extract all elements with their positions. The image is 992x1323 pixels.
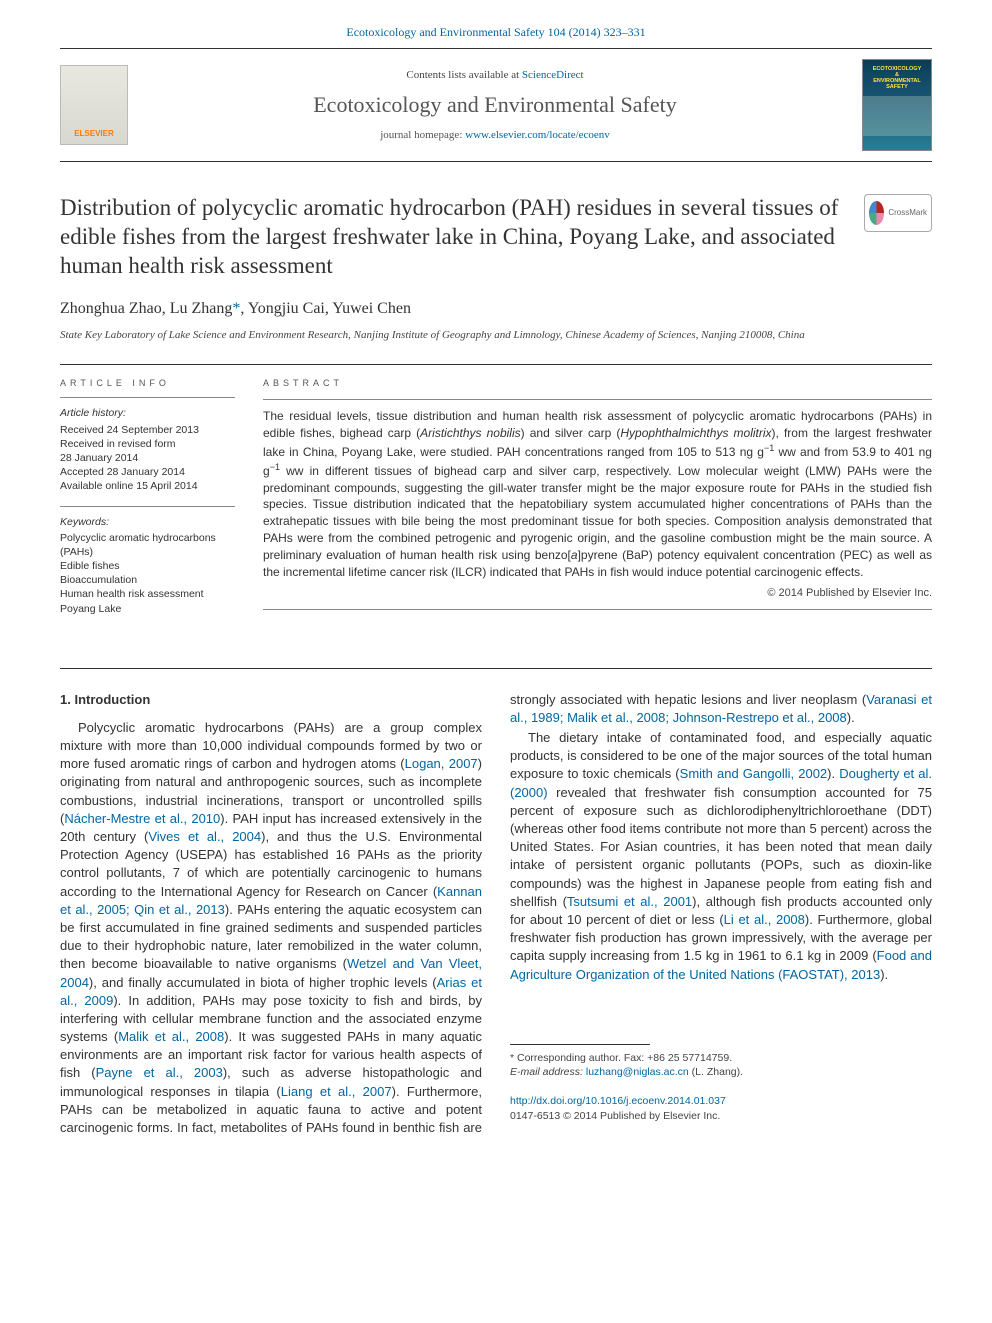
article-info: ARTICLE INFO Article history: Received 2… [60,377,235,627]
footnotes: * Corresponding author. Fax: +86 25 5771… [510,1044,932,1124]
cover-band [863,96,931,136]
title-block: Distribution of polycyclic aromatic hydr… [60,194,932,280]
crossmark-icon [869,201,884,225]
history-line: 28 January 2014 [60,451,235,465]
author-names-2: , Yongjiu Cai, Yuwei Chen [240,300,411,317]
keywords-label: Keywords: [60,515,235,529]
elsevier-label: ELSEVIER [74,129,114,140]
sciencedirect-link[interactable]: ScienceDirect [522,69,584,81]
keywords-block: Keywords: Polycyclic aromatic hydrocarbo… [60,515,235,616]
email-label: E-mail address: [510,1066,583,1078]
abstract-head: ABSTRACT [263,377,932,389]
citation-link[interactable]: Ecotoxicology and Environmental Safety 1… [346,25,645,39]
body-section: 1. Introduction Polycyclic aromatic hydr… [60,668,932,1138]
email-suffix: (L. Zhang). [689,1066,743,1078]
two-column-body: 1. Introduction Polycyclic aromatic hydr… [60,691,932,1138]
elsevier-logo: ELSEVIER [60,65,128,145]
abstract-body: The residual levels, tissue distribution… [263,408,932,580]
doi-line: http://dx.doi.org/10.1016/j.ecoenv.2014.… [510,1094,932,1109]
top-rule [60,48,932,49]
journal-name: Ecotoxicology and Environmental Safety [140,90,850,120]
history-line: Accepted 28 January 2014 [60,465,235,479]
info-abstract-row: ARTICLE INFO Article history: Received 2… [60,364,932,627]
email-link[interactable]: luzhang@niglas.ac.cn [586,1066,689,1078]
masthead-center: Contents lists available at ScienceDirec… [140,68,850,143]
author-names-1: Zhonghua Zhao, Lu Zhang [60,300,232,317]
abstract: ABSTRACT The residual levels, tissue dis… [263,377,932,627]
authors: Zhonghua Zhao, Lu Zhang*, Yongjiu Cai, Y… [60,298,932,320]
crossmark-badge[interactable]: CrossMark [864,194,932,232]
masthead: ELSEVIER Contents lists available at Sci… [60,53,932,157]
homepage-prefix: journal homepage: [380,129,465,141]
keyword: Poyang Lake [60,602,235,616]
section-head-1: 1. Introduction [60,691,482,709]
journal-cover: ECOTOXICOLOGY & ENVIRONMENTAL SAFETY [862,59,932,151]
history-line: Available online 15 April 2014 [60,479,235,493]
contents-line: Contents lists available at ScienceDirec… [140,68,850,83]
keyword: Bioaccumulation [60,573,235,587]
article-title: Distribution of polycyclic aromatic hydr… [60,194,844,280]
history-label: Article history: [60,406,235,420]
top-citation: Ecotoxicology and Environmental Safety 1… [60,24,932,40]
contents-prefix: Contents lists available at [406,69,521,81]
keyword: Human health risk assessment [60,587,235,601]
corresponding-footnote: * Corresponding author. Fax: +86 25 5771… [510,1051,932,1066]
issn-line: 0147-6513 © 2014 Published by Elsevier I… [510,1109,932,1124]
cover-line3: SAFETY [873,84,922,90]
history-line: Received 24 September 2013 [60,423,235,437]
keyword: Polycyclic aromatic hydrocarbons (PAHs) [60,531,235,559]
article-history: Article history: Received 24 September 2… [60,406,235,493]
homepage-line: journal homepage: www.elsevier.com/locat… [140,128,850,143]
homepage-link[interactable]: www.elsevier.com/locate/ecoenv [465,129,610,141]
article-info-head: ARTICLE INFO [60,377,235,389]
keyword: Edible fishes [60,559,235,573]
doi-link[interactable]: http://dx.doi.org/10.1016/j.ecoenv.2014.… [510,1095,726,1107]
abstract-copyright: © 2014 Published by Elsevier Inc. [263,586,932,601]
email-footnote: E-mail address: luzhang@niglas.ac.cn (L.… [510,1065,932,1080]
history-line: Received in revised form [60,437,235,451]
intro-para-2: The dietary intake of contaminated food,… [510,729,932,984]
crossmark-label: CrossMark [888,208,927,219]
affiliation: State Key Laboratory of Lake Science and… [60,328,932,342]
masthead-rule [60,161,932,162]
